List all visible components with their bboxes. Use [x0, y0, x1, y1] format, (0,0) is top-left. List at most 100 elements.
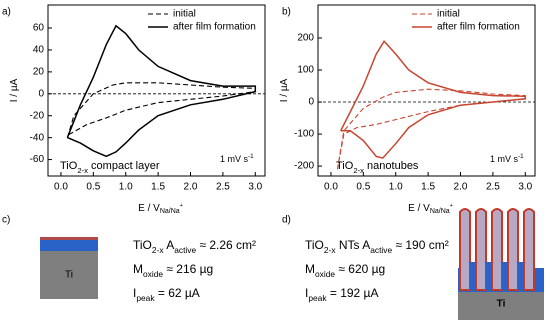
- y-tick-label: 200: [297, 33, 314, 44]
- series-line: [66, 24, 257, 158]
- property-line: Ipeak = 62 µA: [133, 286, 200, 303]
- text-part: 1 mV s: [490, 154, 519, 164]
- oxide-layer: [40, 237, 98, 251]
- text-part: NTs A: [336, 238, 371, 252]
- plot-frame: [47, 4, 266, 177]
- text-part: Na/Na: [160, 208, 180, 215]
- text-part: = 192 µA: [327, 286, 379, 300]
- y-tick-label: -40: [30, 132, 45, 143]
- x-axis-label: E / VNa/Na+: [138, 203, 183, 216]
- x-tick-label: 0.0: [324, 182, 338, 193]
- y-tick-label: -200: [294, 161, 314, 172]
- text-part: active: [370, 245, 392, 255]
- y-axis-label: I / µA: [9, 78, 20, 102]
- text-part: -1: [518, 153, 524, 160]
- scan-rate: 1 mV s-1: [490, 153, 524, 164]
- text-part: ≈ 190 cm²: [392, 238, 449, 252]
- text-part: I / µA: [279, 78, 290, 102]
- x-tick-label: 3.0: [248, 182, 262, 193]
- text-part: 1 mV s: [220, 154, 249, 164]
- annotation: TiO2-x nanotubes: [336, 160, 419, 175]
- legend-label: initial: [437, 9, 460, 20]
- x-tick-label: 1.0: [389, 182, 403, 193]
- text-part: TiO: [305, 238, 324, 252]
- schematic-label: Ti: [497, 299, 506, 310]
- text-part: ≈ 216 µg: [163, 262, 213, 276]
- y-tick-label: -60: [30, 154, 45, 165]
- text-part: 2-x: [152, 245, 164, 255]
- text-part: -1: [248, 153, 254, 160]
- x-tick-label: 2.0: [454, 182, 468, 193]
- series-line: [66, 82, 256, 138]
- text-part: TiO: [336, 160, 354, 172]
- text-part: = 62 µA: [155, 286, 200, 300]
- text-part: +: [180, 203, 183, 209]
- text-part: A: [164, 238, 175, 252]
- text-part: compact layer: [88, 160, 160, 172]
- property-line: Moxide ≈ 216 µg: [133, 262, 213, 279]
- text-part: TiO: [60, 160, 78, 172]
- text-part: nanotubes: [364, 160, 419, 172]
- text-part: E / V: [408, 203, 430, 214]
- nanotubes: [459, 208, 535, 291]
- schematic-label: Ti: [65, 270, 73, 281]
- text-part: 2-x: [77, 166, 88, 175]
- text-part: TiO: [133, 238, 152, 252]
- property-line: TiO2-x Aactive ≈ 2.26 cm²: [133, 238, 256, 255]
- text-part: +: [450, 203, 453, 209]
- text-part: Na/Na: [430, 208, 450, 215]
- x-tick-label: 2.0: [184, 182, 198, 193]
- x-tick-label: 2.5: [216, 182, 230, 193]
- y-axis-label: I / µA: [279, 78, 290, 102]
- legend-label: after film formation: [173, 22, 256, 33]
- text-part: oxide: [315, 269, 335, 279]
- x-tick-label: 2.5: [486, 182, 500, 193]
- property-line: Moxide ≈ 620 µg: [305, 262, 385, 279]
- film-layer: [40, 237, 98, 240]
- text-part: I: [305, 286, 308, 300]
- y-tick-label: -100: [294, 129, 314, 140]
- nanotube-schematic: [458, 208, 544, 320]
- property-line: Ipeak = 192 µA: [305, 286, 378, 303]
- y-tick-label: 60: [33, 23, 45, 34]
- panel-label: d): [282, 215, 291, 226]
- text-part: oxide: [143, 269, 163, 279]
- text-part: ≈ 620 µg: [335, 262, 385, 276]
- y-tick-label: 0: [38, 88, 44, 99]
- text-part: E / V: [138, 203, 160, 214]
- legend-label: initial: [173, 9, 196, 20]
- y-tick-label: 100: [297, 65, 314, 76]
- property-line: TiO2-x NTs Aactive ≈ 190 cm²: [305, 238, 449, 255]
- panel-label: a): [2, 7, 11, 18]
- text-part: M: [305, 262, 315, 276]
- text-part: active: [174, 245, 196, 255]
- text-part: peak: [308, 293, 327, 303]
- text-part: 2-x: [324, 245, 336, 255]
- scan-rate: 1 mV s-1: [220, 153, 254, 164]
- x-tick-label: 1.5: [421, 182, 435, 193]
- text-part: ≈ 2.26 cm²: [196, 238, 256, 252]
- plot-frame: [317, 4, 536, 177]
- y-tick-label: -20: [30, 110, 45, 121]
- series-line: [340, 39, 527, 159]
- x-tick-label: 1.0: [119, 182, 133, 193]
- text-part: M: [133, 262, 143, 276]
- x-tick-label: 0.0: [54, 182, 68, 193]
- text-part: 2-x: [353, 166, 364, 175]
- panel-label: b): [282, 7, 291, 18]
- x-tick-label: 1.5: [151, 182, 165, 193]
- text-part: peak: [136, 293, 155, 303]
- text-part: I: [133, 286, 136, 300]
- annotation: TiO2-x compact layer: [60, 160, 160, 175]
- x-tick-label: 0.5: [356, 182, 370, 193]
- legend-label: after film formation: [437, 22, 520, 33]
- tube-walls: [470, 262, 524, 290]
- compact-layer-schematic: [40, 237, 98, 299]
- y-tick-label: 0: [308, 97, 314, 108]
- text-part: I / µA: [9, 78, 20, 102]
- y-tick-label: 20: [33, 67, 45, 78]
- x-tick-label: 3.0: [518, 182, 532, 193]
- y-tick-label: 40: [33, 45, 45, 56]
- x-axis-label: E / VNa/Na+: [408, 203, 453, 216]
